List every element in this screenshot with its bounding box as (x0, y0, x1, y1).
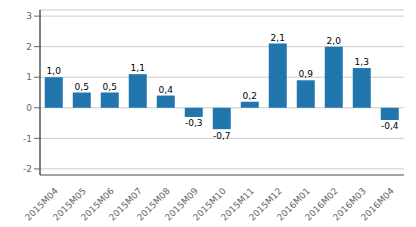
svg-text:2015M10: 2015M10 (191, 185, 228, 223)
svg-text:2015M11: 2015M11 (219, 185, 256, 223)
svg-text:2015M07: 2015M07 (107, 185, 144, 223)
svg-text:2015M04: 2015M04 (23, 185, 60, 223)
svg-text:0,2: 0,2 (243, 91, 257, 101)
svg-text:2,1: 2,1 (271, 33, 285, 43)
svg-text:1,0: 1,0 (47, 66, 62, 76)
svg-text:3: 3 (26, 11, 32, 21)
svg-text:0,5: 0,5 (75, 82, 89, 92)
svg-text:-0,4: -0,4 (381, 121, 399, 131)
svg-text:-0,3: -0,3 (185, 118, 203, 128)
svg-text:-2: -2 (23, 164, 32, 174)
svg-text:0,9: 0,9 (299, 69, 314, 79)
svg-text:2016M01: 2016M01 (275, 185, 312, 223)
svg-text:1: 1 (26, 72, 32, 82)
svg-text:2015M06: 2015M06 (79, 185, 116, 223)
svg-text:2015M12: 2015M12 (247, 185, 284, 223)
svg-text:1,3: 1,3 (355, 57, 369, 67)
svg-text:0: 0 (26, 103, 32, 113)
svg-text:2015M08: 2015M08 (135, 185, 172, 223)
svg-text:2,0: 2,0 (327, 36, 342, 46)
svg-text:1,1: 1,1 (131, 63, 145, 73)
svg-text:2016M02: 2016M02 (303, 185, 340, 223)
svg-text:2015M09: 2015M09 (163, 185, 200, 223)
svg-text:-1: -1 (23, 134, 32, 144)
svg-text:-0,7: -0,7 (213, 131, 231, 141)
svg-text:2015M05: 2015M05 (51, 185, 88, 223)
svg-text:2016M04: 2016M04 (359, 186, 396, 223)
svg-text:0,5: 0,5 (103, 82, 117, 92)
svg-text:2016M03: 2016M03 (331, 185, 368, 223)
svg-text:0,4: 0,4 (159, 85, 174, 95)
svg-text:2: 2 (26, 42, 32, 52)
